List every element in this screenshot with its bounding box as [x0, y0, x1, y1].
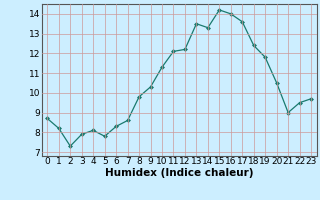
X-axis label: Humidex (Indice chaleur): Humidex (Indice chaleur) [105, 168, 253, 178]
